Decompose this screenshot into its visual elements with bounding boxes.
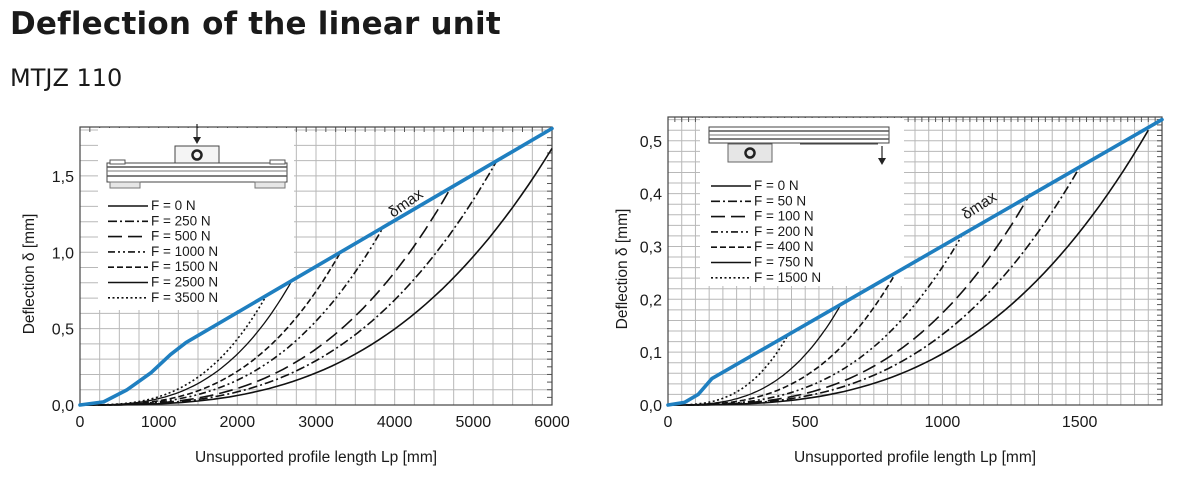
curve-1500n [668,333,790,406]
legend-item: F = 1500 N [711,270,821,285]
load-on-profile-end-diagram-icon [708,126,890,165]
load-on-carriage-diagram-icon [106,124,288,189]
load-curves [668,129,1149,406]
legend-label: F = 0 N [754,178,799,193]
y-tick-label: 0,3 [640,239,662,256]
y-tick-label: 0,2 [640,292,662,309]
legend-label: F = 1500 N [754,270,821,285]
legend-label: F = 100 N [754,209,814,224]
y-tick-label: 0,5 [640,134,662,151]
curve-0n [80,147,553,406]
legend-item: F = 400 N [711,239,814,254]
y-tick-label: 1,0 [52,245,74,262]
legend-item: F = 750 N [711,255,814,270]
y-axis-label: Deflection δ [mm] [614,209,631,330]
curve-1500n [80,253,341,406]
delta-max-line [666,117,1164,407]
legend-label: F = 1000 N [151,244,218,259]
legend-label: F = 400 N [754,239,814,254]
plot-frame [79,126,553,406]
legend-label: F = 50 N [754,193,806,208]
legend-item: F = 3500 N [108,290,218,305]
y-tick-label: 0,1 [640,345,662,362]
legend: F = 0 NF = 50 NF = 100 NF = 200 NF = 400… [711,178,821,285]
legend-label: F = 500 N [151,229,211,244]
plot-frame [667,116,1163,406]
legend-item: F = 250 N [108,213,211,228]
legend-label: F = 200 N [754,224,814,239]
legend-label: F = 1500 N [151,259,218,274]
x-tick-label: 3000 [298,414,334,431]
legend-item: F = 1500 N [108,259,218,274]
legend-label: F = 0 N [151,198,196,213]
y-axis-label: Deflection δ [mm] [21,214,38,335]
x-tick-label: 4000 [377,414,413,431]
x-tick-label: 0 [664,414,673,431]
legend-item: F = 200 N [711,224,814,239]
legend-item: F = 0 N [711,178,799,193]
legend-label: F = 3500 N [151,290,218,305]
legend-item: F = 0 N [108,198,196,213]
x-tick-label: 500 [792,414,819,431]
legend-label: F = 2500 N [151,275,218,290]
legend-item: F = 100 N [711,209,814,224]
legend-item: F = 500 N [108,229,211,244]
x-tick-label: 2000 [220,414,256,431]
x-tick-label: 1000 [141,414,177,431]
x-tick-label: 1500 [1062,414,1098,431]
y-tick-label: 0,4 [640,187,662,204]
delta-max-line [78,126,554,407]
y-tick-label: 1,5 [52,169,74,186]
y-tick-label: 0,0 [640,398,662,415]
page-title: Deflection of the linear unit [10,6,501,42]
legend-item: F = 50 N [711,193,806,208]
curve-2500n [80,279,293,406]
x-axis-label: Unsupported profile length Lp [mm] [195,449,437,466]
y-tick-label: 0,5 [52,322,74,339]
legend-label: F = 750 N [754,255,814,270]
curve-200n [668,235,963,406]
legend: F = 0 NF = 250 NF = 500 NF = 1000 NF = 1… [108,198,218,305]
legend-label: F = 250 N [151,213,211,228]
load-curves [80,147,553,406]
y-tick-label: 0,0 [52,398,74,415]
x-tick-label: 6000 [534,414,570,431]
legend-item: F = 1000 N [108,244,218,259]
x-tick-label: 0 [76,414,85,431]
x-axis-label: Unsupported profile length Lp [mm] [794,449,1036,466]
x-tick-label: 5000 [456,414,492,431]
product-subtitle: MTJZ 110 [10,64,123,92]
x-tick-label: 1000 [925,414,961,431]
legend-item: F = 2500 N [108,275,218,290]
